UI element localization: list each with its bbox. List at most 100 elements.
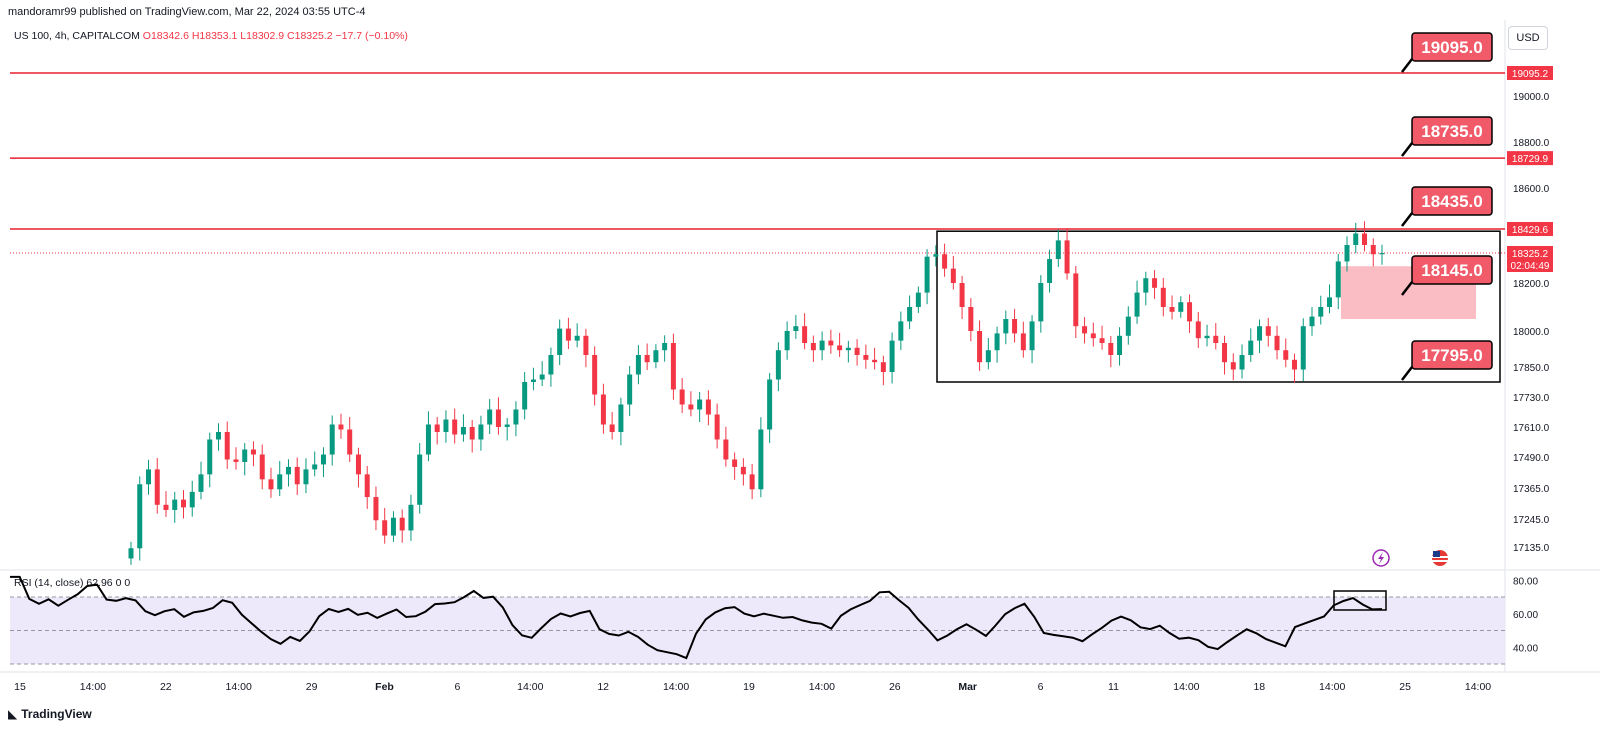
candle-body	[609, 424, 615, 432]
lightning-icon[interactable]	[1372, 549, 1390, 567]
price-badge-bg	[1507, 151, 1553, 166]
candle-body	[1090, 333, 1096, 339]
candle-body	[452, 419, 458, 435]
candle-body	[504, 424, 510, 427]
time-tick-label: 14:00	[1319, 681, 1345, 693]
candle-body	[277, 474, 283, 490]
time-tick-label: 26	[889, 681, 901, 693]
candle-body	[1239, 355, 1245, 370]
candle-body	[863, 355, 869, 360]
candle-body	[294, 466, 300, 485]
time-tick-label: 19	[743, 681, 755, 693]
candle-body	[697, 399, 703, 410]
candle-body	[968, 307, 974, 331]
candle-body	[1265, 326, 1271, 336]
candle-body	[1029, 321, 1035, 351]
currency-selector[interactable]: USD	[1508, 26, 1548, 50]
candle-body	[495, 409, 501, 427]
candle-body	[557, 328, 563, 355]
candle-body	[1012, 319, 1018, 334]
candle-body	[1379, 253, 1385, 255]
candle-body	[828, 340, 834, 346]
us-flag-icon[interactable]	[1432, 550, 1448, 566]
candles	[128, 221, 1385, 565]
candle-body	[1292, 359, 1298, 370]
candle-body	[1248, 340, 1254, 355]
candle-body	[338, 424, 344, 430]
candle-body	[977, 331, 983, 363]
callout-pointer	[1401, 142, 1413, 157]
candle-body	[854, 347, 860, 355]
candle-body	[1064, 240, 1070, 274]
rsi-tick-label: 60.00	[1513, 610, 1538, 621]
candle-body	[1125, 316, 1131, 336]
time-tick-label: 29	[306, 681, 318, 693]
candle-body	[1082, 326, 1088, 334]
candle-body	[1344, 245, 1350, 262]
candle-body	[250, 449, 256, 455]
candle-body	[872, 359, 878, 363]
callout-box	[1411, 255, 1493, 285]
callout-box	[1411, 116, 1493, 146]
price-tick-label: 17135.0	[1513, 543, 1550, 554]
callout-box	[1411, 186, 1493, 216]
callout-pointer	[1401, 212, 1413, 227]
rsi-tick-label: 40.00	[1513, 643, 1538, 654]
candle-body	[1353, 233, 1359, 245]
candle-body	[933, 254, 939, 257]
candle-body	[172, 499, 178, 510]
candle-body	[942, 254, 948, 269]
time-tick-label: Mar	[958, 681, 977, 693]
candle-body	[128, 548, 134, 559]
symbol-legend: US 100, 4h, CAPITALCOM O18342.6 H18353.1…	[14, 30, 408, 42]
callout-label: 18735.0	[1421, 122, 1482, 141]
price-tick-label: 18200.0	[1513, 279, 1550, 290]
candle-body	[732, 459, 738, 467]
candle-body	[233, 459, 239, 462]
candle-body	[382, 520, 388, 536]
candle-body	[390, 517, 396, 536]
time-tick-label: 14:00	[226, 681, 252, 693]
brand-name: TradingView	[21, 707, 92, 721]
candle-body	[364, 474, 370, 498]
price-tick-label: 19000.0	[1513, 92, 1550, 103]
candle-body	[653, 350, 659, 363]
candle-body	[837, 345, 843, 351]
candle-body	[224, 432, 230, 460]
candle-body	[1309, 316, 1315, 327]
candle-body	[618, 404, 624, 432]
rsi-extra: 0 0	[115, 577, 131, 589]
time-tick-label: 22	[160, 681, 172, 693]
callout-label: 18435.0	[1421, 192, 1482, 211]
candle-body	[1362, 233, 1368, 245]
current-price-label: 18325.2	[1512, 249, 1549, 260]
candle-body	[303, 469, 309, 485]
time-tick-label: 14:00	[1465, 681, 1491, 693]
candle-body	[530, 379, 536, 382]
candle-body	[180, 499, 186, 508]
candle-body	[417, 454, 423, 505]
level-callout: 17795.0	[1401, 340, 1493, 381]
candle-body	[880, 362, 886, 372]
candle-body	[268, 479, 274, 490]
countdown-label: 02:04:49	[1511, 261, 1550, 272]
candle-body	[198, 474, 204, 492]
candle-body	[1222, 343, 1228, 363]
price-badge-label: 19095.2	[1512, 69, 1549, 80]
candle-body	[635, 355, 641, 375]
callout-label: 17795.0	[1421, 346, 1482, 365]
price-change: −17.7 (−0.10%)	[335, 30, 408, 42]
candle-body	[285, 466, 291, 475]
time-axis: 15 14:00 22 14:00 29 Feb 6 14:00 12 14:00 19 14:00 2…	[14, 681, 1491, 693]
rsi-label: RSI (14, close)	[14, 577, 84, 589]
candle-body	[1134, 292, 1140, 317]
candle-body	[408, 504, 414, 531]
range-box	[936, 230, 1501, 383]
time-tick-label: 14:00	[809, 681, 835, 693]
symbol-name: US 100, 4h, CAPITALCOM	[14, 30, 140, 42]
price-tick-label: 17490.0	[1513, 453, 1550, 464]
callout-pointer	[1401, 58, 1413, 73]
price-tick-label: 17730.0	[1513, 393, 1550, 404]
candle-body	[985, 350, 991, 363]
